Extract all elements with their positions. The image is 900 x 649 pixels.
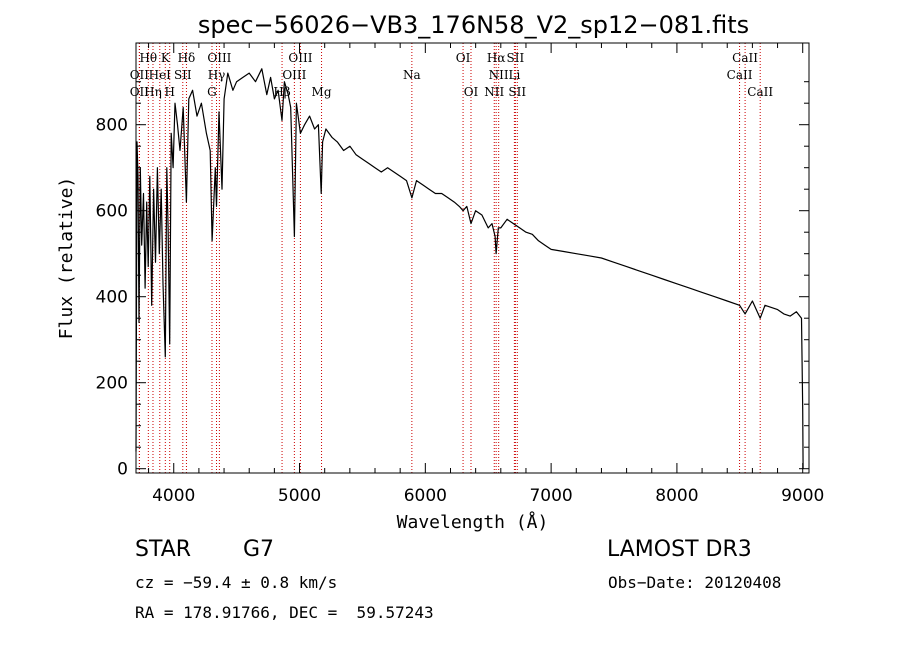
series-group	[135, 68, 804, 469]
marker-label: NII	[489, 68, 509, 82]
object-class: STAR	[135, 537, 192, 562]
chart-title: spec−56026−VB3_176N58_V2_sp12−081.fits	[198, 11, 749, 39]
marker-label: OIII	[288, 51, 312, 65]
marker-label: NII	[484, 85, 504, 99]
x-tick-label: 7000	[529, 486, 572, 506]
x-tick-label: 4000	[152, 486, 195, 506]
marker-label: SII	[174, 68, 192, 82]
marker-label: CaII	[747, 85, 773, 99]
y-tick-label: 600	[96, 202, 128, 222]
marker-label: Mg	[312, 85, 332, 99]
marker-label: H	[164, 85, 174, 99]
marker-label: SII	[507, 51, 525, 65]
line-markers	[138, 43, 761, 473]
marker-label: K	[161, 51, 171, 65]
marker-label: G	[207, 85, 217, 99]
marker-label: SII	[508, 85, 526, 99]
marker-label: Hθ	[139, 51, 157, 65]
y-tick-label: 0	[117, 460, 128, 480]
y-tick-label: 200	[96, 374, 128, 394]
y-axis-label: Flux (relative)	[56, 177, 77, 340]
y-tick-label: 400	[96, 288, 128, 308]
series-line-spectrum	[135, 68, 804, 469]
x-tick-label: 5000	[278, 486, 321, 506]
marker-label: Li	[508, 68, 520, 82]
marker-label: OIII	[207, 51, 231, 65]
y-axis: 0 200 400 600 800	[96, 81, 809, 480]
marker-label: OI	[464, 85, 479, 99]
object-subclass: G7	[243, 537, 275, 562]
observation-date: Obs−Date: 20120408	[608, 573, 782, 592]
marker-label: OII	[130, 85, 150, 99]
marker-label: OIII	[282, 68, 306, 82]
marker-label: HeI	[149, 68, 172, 82]
marker-label: Hη	[144, 85, 162, 99]
marker-label: Na	[403, 68, 421, 82]
marker-label: CaII	[732, 51, 758, 65]
survey-name: LAMOST DR3	[607, 537, 752, 562]
x-tick-label: 8000	[655, 486, 698, 506]
x-tick-label: 6000	[404, 486, 447, 506]
marker-label: Hδ	[178, 51, 196, 65]
marker-label: OI	[456, 51, 471, 65]
y-tick-label: 800	[96, 116, 128, 136]
redshift-velocity: cz = −59.4 ± 0.8 km/s	[135, 573, 338, 592]
coordinates: RA = 178.91766, DEC = 59.57243	[135, 603, 434, 622]
marker-label: Hγ	[208, 68, 226, 82]
marker-label: OII	[130, 68, 150, 82]
x-axis-label: Wavelength (Å)	[397, 511, 549, 533]
x-tick-label: 9000	[781, 486, 824, 506]
x-axis: 4000 5000 6000 7000 8000 9000	[148, 43, 824, 506]
marker-label: CaII	[727, 68, 753, 82]
marker-label: Hα	[487, 51, 506, 65]
plot-frame	[135, 42, 810, 474]
